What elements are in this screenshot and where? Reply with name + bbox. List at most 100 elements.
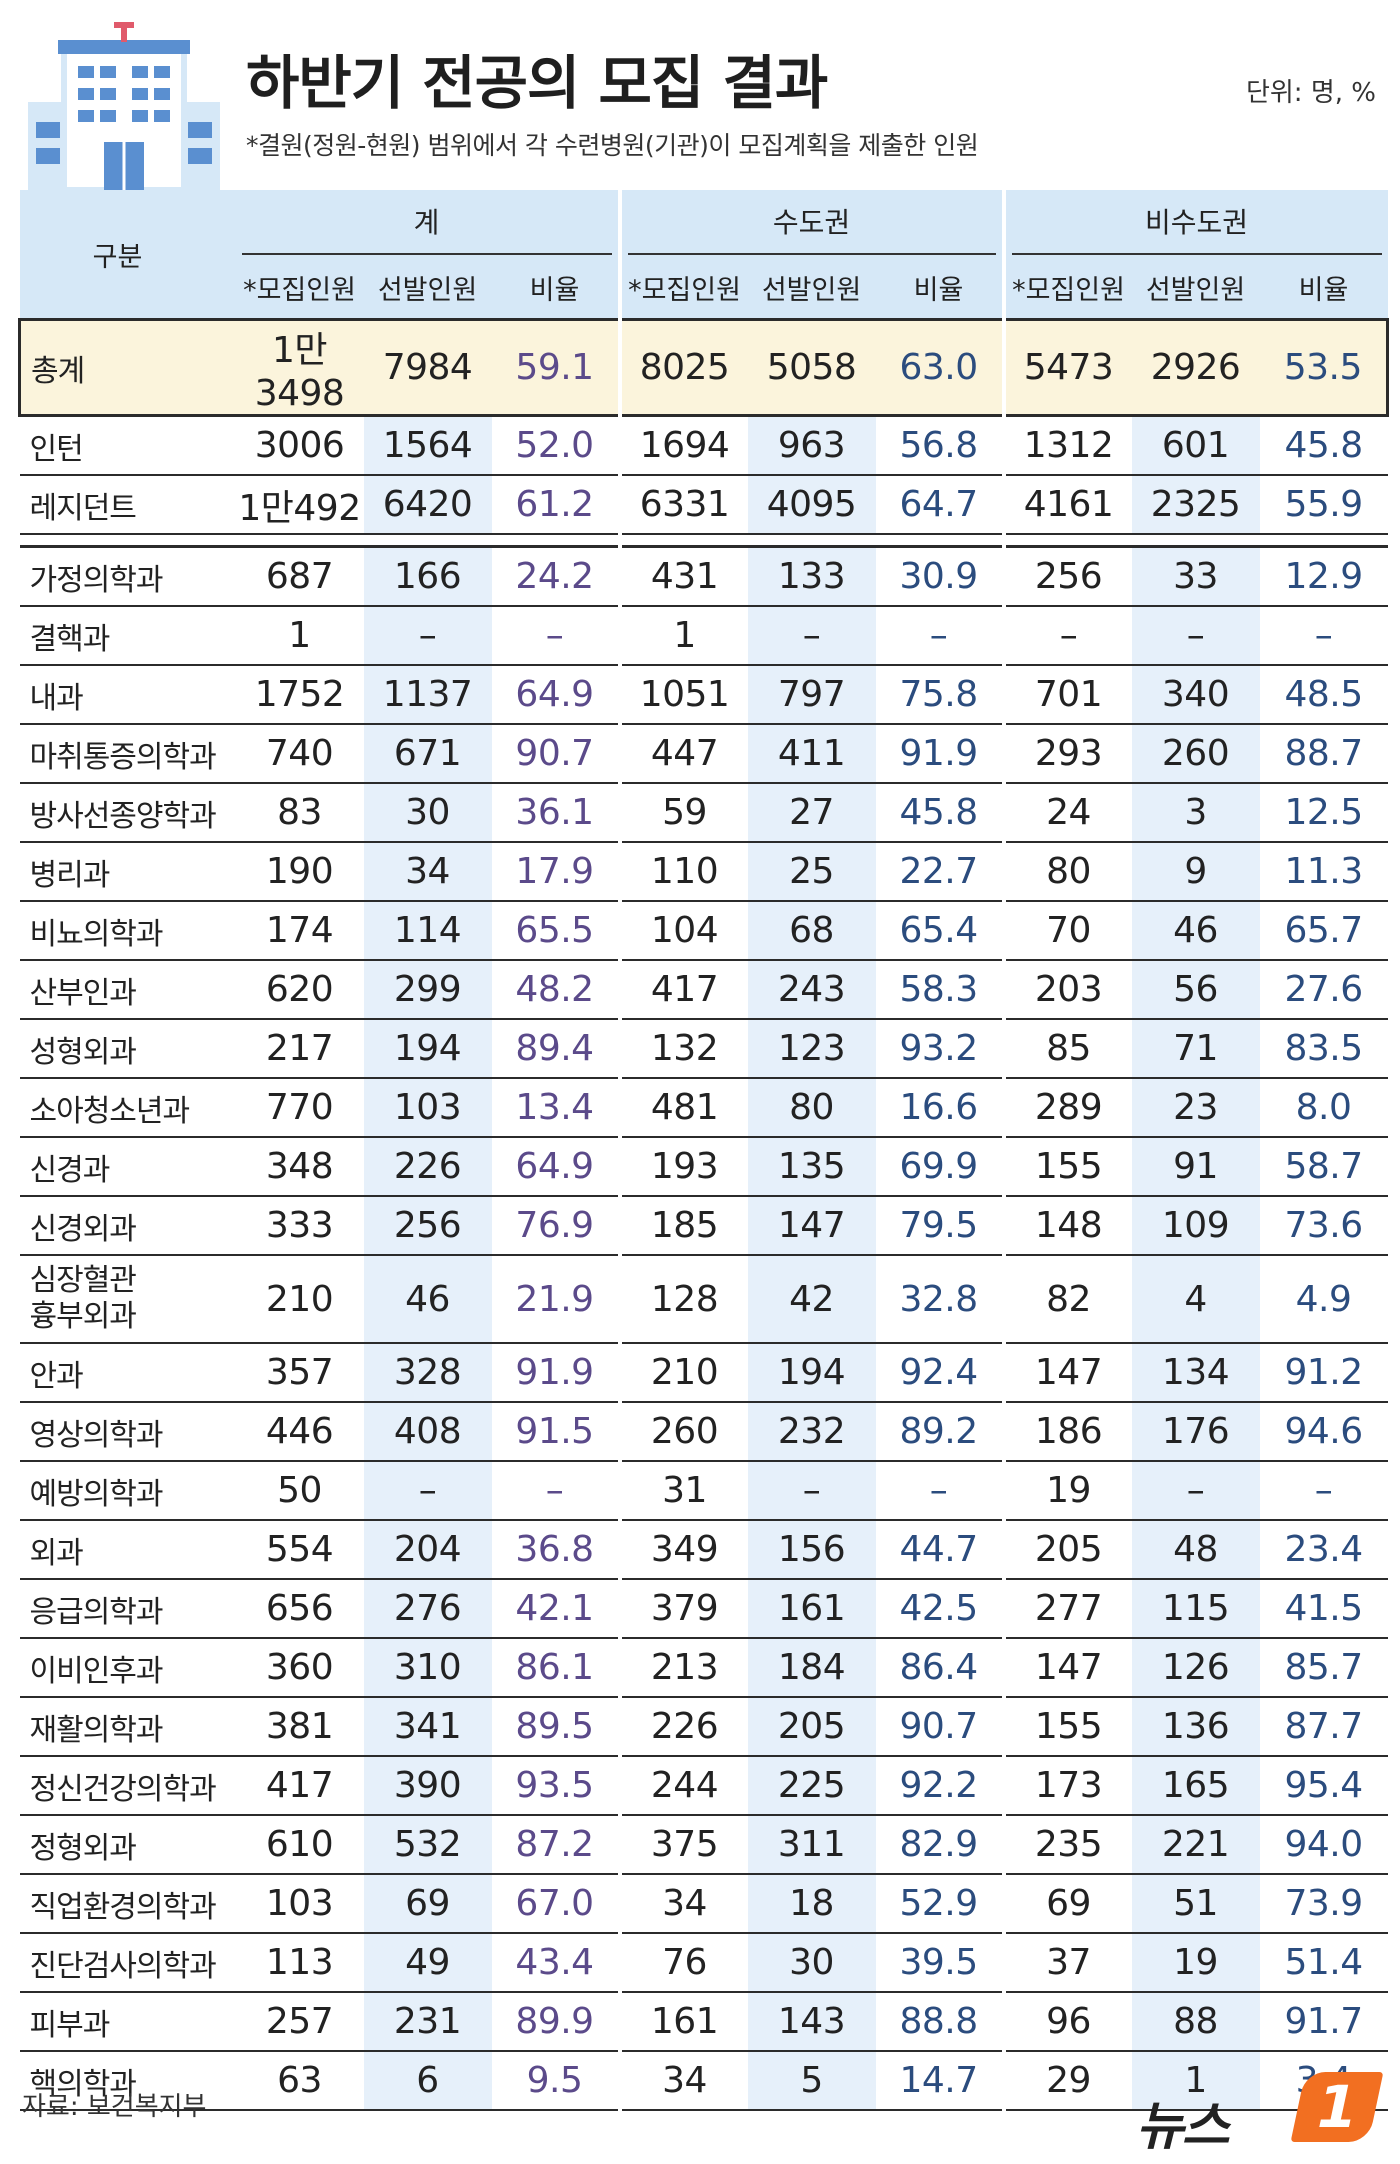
cell-recruit: 349: [617, 1520, 748, 1580]
cell-rate: 14.7: [875, 2051, 1004, 2111]
group-header-noncapital: 비수도권: [1001, 190, 1388, 256]
cell-selected: –: [1131, 606, 1260, 666]
cell-recruit: 257: [235, 1992, 364, 2052]
cell-selected: 6420: [363, 475, 492, 535]
cell-rate: –: [875, 1461, 1004, 1521]
cell-recruit: 1051: [617, 665, 748, 725]
cell-recruit: 3006: [235, 415, 364, 476]
cell-selected: 390: [363, 1756, 492, 1816]
table-row: 신경외과 333 256 76.9 185 147 79.5 148 109 73.6: [19, 1196, 1388, 1256]
cell-rate: 12.9: [1259, 546, 1388, 607]
cell-recruit: 83: [235, 783, 364, 843]
cell-rate: 95.4: [1259, 1756, 1388, 1816]
cell-rate: 58.7: [1259, 1137, 1388, 1197]
cell-recruit: 687: [235, 546, 364, 607]
cell-selected: 2325: [1131, 475, 1260, 535]
divider-cell: [19, 534, 236, 548]
table-row: 비뇨의학과 174 114 65.5 104 68 65.4 70 46 65.7: [19, 901, 1388, 961]
cell-selected: 165: [1131, 1756, 1260, 1816]
cell-rate: 90.7: [491, 724, 620, 784]
cell-rate: 4.9: [1259, 1255, 1388, 1344]
cell-recruit: 63: [235, 2051, 364, 2111]
divider-cell: [1131, 534, 1260, 548]
cell-recruit: 360: [235, 1638, 364, 1698]
subheader-selected: 선발인원: [1131, 256, 1260, 320]
cell-rate: 65.4: [875, 901, 1004, 961]
cell-selected: 5: [747, 2051, 876, 2111]
row-label: 내과: [19, 665, 236, 725]
cell-rate: 42.1: [491, 1579, 620, 1639]
cell-selected: 601: [1131, 415, 1260, 476]
cell-rate: 45.8: [1259, 415, 1388, 476]
cell-recruit: 132: [617, 1019, 748, 1079]
cell-recruit: 417: [617, 960, 748, 1020]
cell-selected: 30: [363, 783, 492, 843]
cell-recruit: 481: [617, 1078, 748, 1138]
cell-selected: –: [1131, 1461, 1260, 1521]
cell-rate: 89.2: [875, 1402, 1004, 1462]
cell-rate: 79.5: [875, 1196, 1004, 1256]
row-label: 신경외과: [19, 1196, 236, 1256]
cell-recruit: 620: [235, 960, 364, 1020]
cell-selected: 225: [747, 1756, 876, 1816]
cell-recruit: 104: [617, 901, 748, 961]
row-label: 심장혈관 흉부외과: [19, 1255, 236, 1344]
row-label: 재활의학과: [19, 1697, 236, 1757]
cell-rate: 87.2: [491, 1815, 620, 1875]
divider-cell: [619, 534, 748, 548]
cell-selected: 23: [1131, 1078, 1260, 1138]
cell-selected: 299: [363, 960, 492, 1020]
row-label: 총계: [18, 318, 236, 417]
hospital-icon: [28, 22, 220, 190]
table-row: 심장혈관 흉부외과 210 46 21.9 128 42 32.8 82 4 4.9: [19, 1255, 1388, 1344]
unit-label: 단위: 명, %: [1245, 78, 1376, 108]
cell-selected: 135: [747, 1137, 876, 1197]
cell-selected: 123: [747, 1019, 876, 1079]
results-table-wrap: 구분 계 수도권 비수도권 *모집인원 선발인원 비율 *모집인원 선발인원 비율 *모집인…: [18, 190, 1390, 2111]
divider-cell: [235, 534, 364, 548]
row-label: 소아청소년과: [19, 1078, 236, 1138]
cell-rate: 59.1: [491, 318, 620, 417]
cell-rate: 94.6: [1259, 1402, 1388, 1462]
cell-recruit: 34: [617, 2051, 748, 2111]
cell-rate: 92.2: [875, 1756, 1004, 1816]
cell-rate: 13.4: [491, 1078, 620, 1138]
divider-cell: [1259, 534, 1388, 548]
corner-header: 구분: [19, 190, 236, 320]
cell-rate: 16.6: [875, 1078, 1004, 1138]
cell-selected: 19: [1131, 1933, 1260, 1993]
cell-recruit: 379: [617, 1579, 748, 1639]
cell-rate: 55.9: [1259, 475, 1388, 535]
table-row: 신경과 348 226 64.9 193 135 69.9 155 91 58.7: [19, 1137, 1388, 1197]
table-row: 안과 357 328 91.9 210 194 92.4 147 134 91.2: [19, 1343, 1388, 1403]
row-label: 직업환경의학과: [19, 1874, 236, 1934]
row-label: 핵의학과: [19, 2051, 236, 2111]
cell-rate: 45.8: [875, 783, 1004, 843]
cell-selected: 4095: [747, 475, 876, 535]
cell-recruit: 447: [617, 724, 748, 784]
cell-recruit: 186: [1001, 1402, 1132, 1462]
group-header-capital: 수도권: [617, 190, 1004, 256]
table-row: 성형외과 217 194 89.4 132 123 93.2 85 71 83.5: [19, 1019, 1388, 1079]
cell-selected: 2926: [1131, 318, 1260, 417]
cell-selected: 133: [747, 546, 876, 607]
cell-rate: 36.1: [491, 783, 620, 843]
cell-rate: 64.9: [491, 665, 620, 725]
cell-recruit: 656: [235, 1579, 364, 1639]
divider-cell: [363, 534, 492, 548]
table-row: 피부과 257 231 89.9 161 143 88.8 96 88 91.7: [19, 1992, 1388, 2052]
cell-recruit: 431: [617, 546, 748, 607]
cell-selected: 49: [363, 1933, 492, 1993]
cell-selected: 48: [1131, 1520, 1260, 1580]
cell-selected: 71: [1131, 1019, 1260, 1079]
table-row: 마취통증의학과 740 671 90.7 447 411 91.9 293 260 88.7: [19, 724, 1388, 784]
cell-recruit: 357: [235, 1343, 364, 1403]
cell-recruit: 1: [235, 606, 364, 666]
cell-selected: 276: [363, 1579, 492, 1639]
subheader-selected: 선발인원: [363, 256, 492, 320]
cell-selected: 7984: [363, 318, 492, 417]
cell-selected: 114: [363, 901, 492, 961]
cell-rate: 44.7: [875, 1520, 1004, 1580]
cell-selected: 532: [363, 1815, 492, 1875]
row-label: 외과: [19, 1520, 236, 1580]
